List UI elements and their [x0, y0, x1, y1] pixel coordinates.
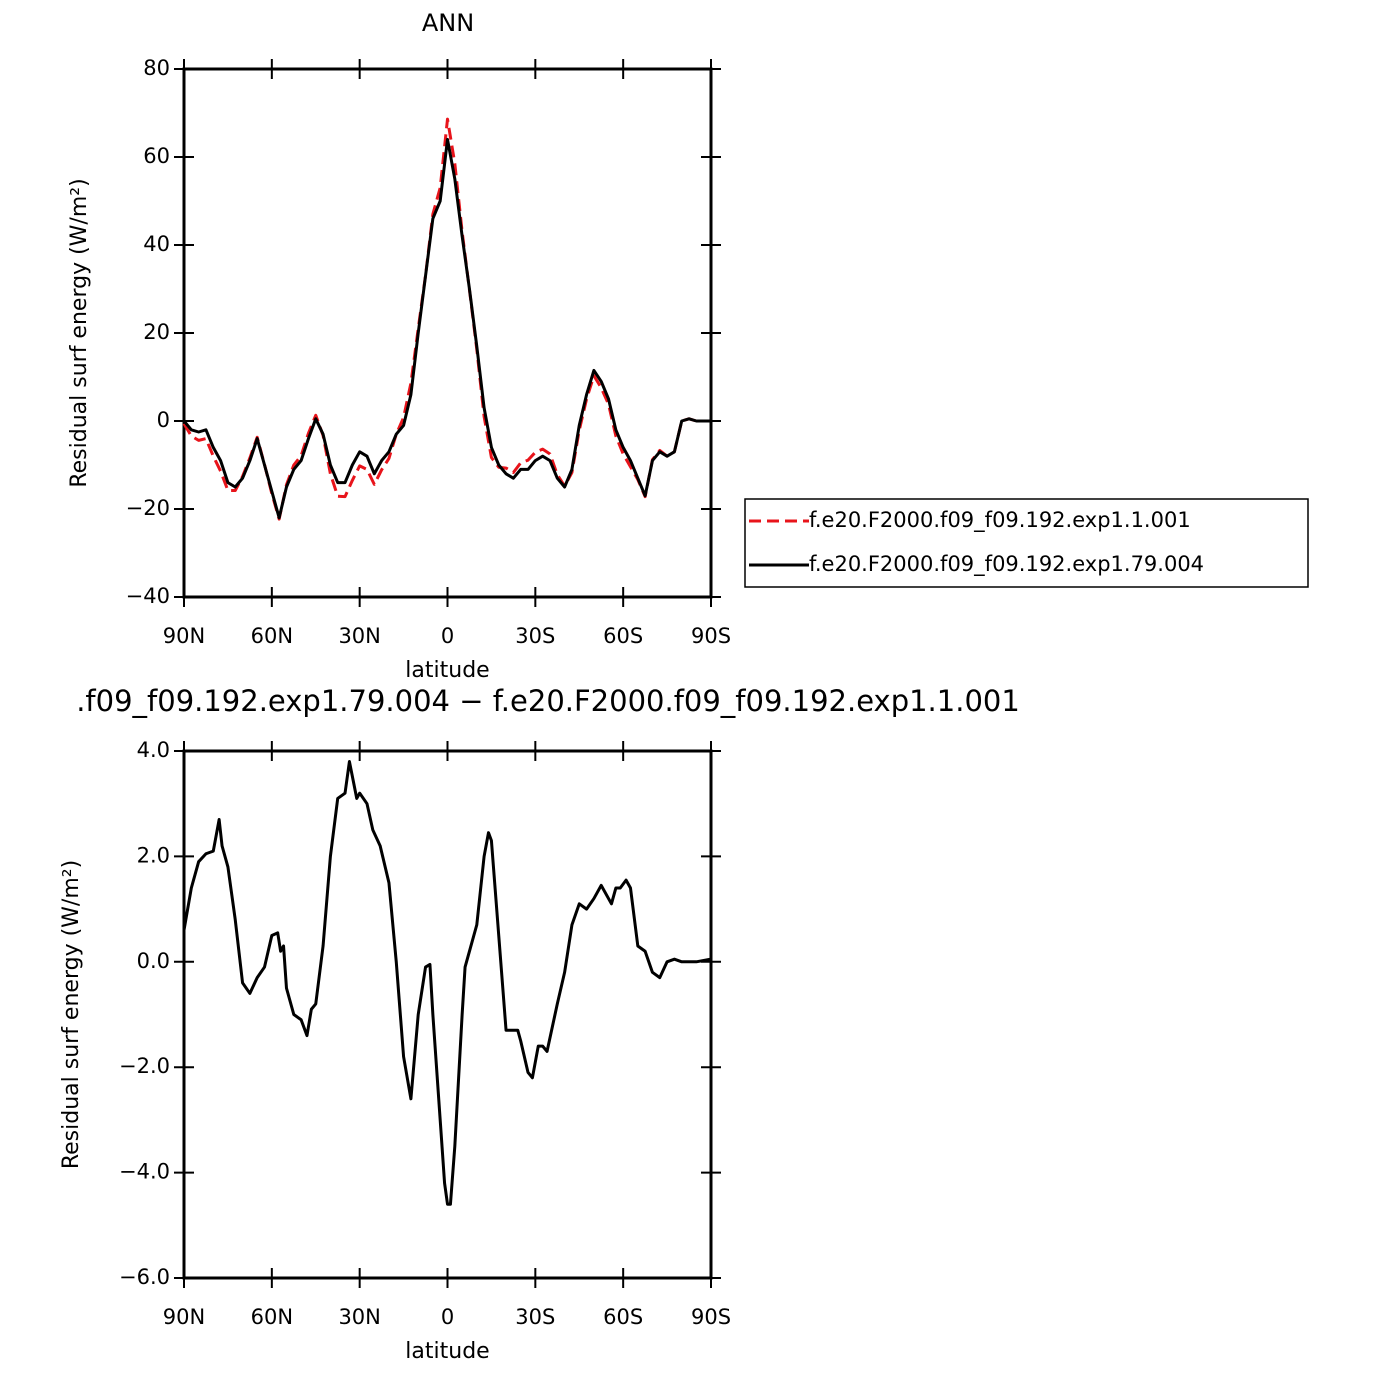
chart-title: ANN	[422, 9, 474, 37]
y-tick-label: 20	[143, 320, 170, 344]
plot-frame	[182, 749, 713, 1280]
x-tick-label: 90S	[691, 1305, 731, 1329]
x-tick-label: 30N	[338, 1305, 380, 1329]
x-axis-title: latitude	[405, 1339, 489, 1364]
y-tick-label: 4.0	[137, 738, 170, 762]
x-tick-label: 0	[441, 624, 454, 648]
y-tick-label: 60	[143, 144, 170, 168]
legend-label: f.e20.F2000.f09_f09.192.exp1.79.004	[809, 552, 1204, 577]
y-tick-label: 40	[143, 232, 170, 256]
data-line	[182, 137, 711, 520]
x-tick-label: 90N	[163, 1305, 205, 1329]
x-tick-label: 0	[441, 1305, 454, 1329]
x-tick-label: 90S	[691, 624, 731, 648]
x-tick-label: 90N	[163, 624, 205, 648]
y-tick-label: 0	[157, 408, 170, 432]
x-tick-label: 60S	[603, 624, 643, 648]
chart-title: .f09_f09.192.exp1.79.004 − f.e20.F2000.f…	[76, 684, 1020, 718]
y-tick-label: −20	[126, 496, 170, 520]
y-tick-label: −6.0	[119, 1265, 170, 1289]
y-tick-label: 80	[143, 56, 170, 80]
y-tick-label: 0.0	[137, 949, 170, 973]
x-tick-label: 60N	[251, 1305, 293, 1329]
legend-box	[744, 498, 1309, 588]
x-tick-label: 30S	[515, 624, 555, 648]
plot-frame	[182, 67, 713, 599]
y-tick-label: −40	[126, 584, 170, 608]
x-tick-label: 60S	[603, 1305, 643, 1329]
y-tick-label: −4.0	[119, 1160, 170, 1184]
x-tick-label: 30N	[338, 624, 380, 648]
data-line	[182, 117, 711, 521]
x-tick-label: 60N	[251, 624, 293, 648]
x-axis-title: latitude	[405, 658, 489, 683]
data-line	[182, 760, 712, 1206]
x-tick-label: 30S	[515, 1305, 555, 1329]
y-axis-title: Residual surf energy (W/m²)	[59, 860, 84, 1169]
y-axis-title: Residual surf energy (W/m²)	[67, 178, 92, 487]
y-tick-label: 2.0	[137, 843, 170, 867]
legend-label: f.e20.F2000.f09_f09.192.exp1.1.001	[809, 508, 1191, 533]
y-tick-label: −2.0	[119, 1054, 170, 1078]
